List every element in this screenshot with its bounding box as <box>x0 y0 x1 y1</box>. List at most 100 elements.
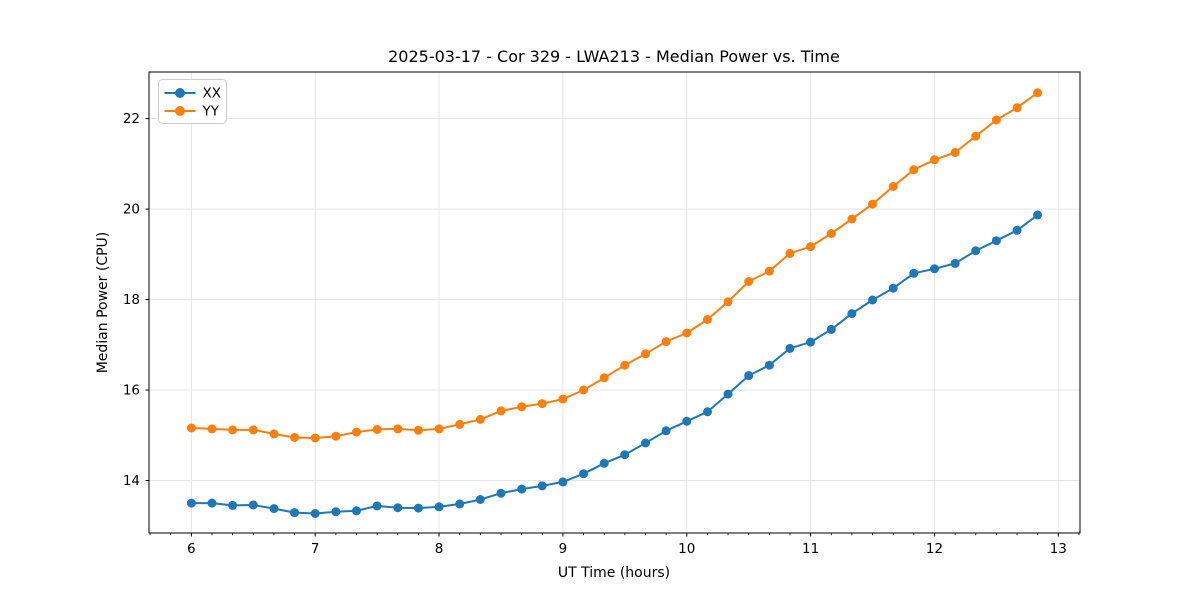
data-point-yy <box>310 433 320 443</box>
data-point-xx <box>888 283 898 293</box>
data-point-xx <box>1033 210 1043 220</box>
data-point-xx <box>455 499 465 509</box>
data-point-xx <box>723 389 733 399</box>
data-point-xx <box>930 264 939 274</box>
legend-marker-xx <box>175 88 185 98</box>
data-point-xx <box>579 469 589 479</box>
data-point-yy <box>290 433 299 442</box>
data-point-yy <box>888 182 898 191</box>
data-point-yy <box>228 425 238 435</box>
data-point-yy <box>517 402 527 412</box>
data-point-yy <box>331 431 341 441</box>
data-point-yy <box>971 131 981 141</box>
x-tick-label: 13 <box>1050 541 1067 557</box>
data-point-yy <box>434 424 444 434</box>
data-point-yy <box>352 427 361 437</box>
legend: XX YY <box>158 79 227 124</box>
data-point-xx <box>517 484 527 494</box>
y-tick-label: 22 <box>123 111 140 127</box>
axes-spines <box>148 71 1081 534</box>
data-point-xx <box>413 503 423 513</box>
data-point-yy <box>537 399 547 409</box>
data-point-yy <box>620 360 630 370</box>
x-axis-label: UT Time (hours) <box>558 565 670 581</box>
data-point-xx <box>558 477 568 487</box>
data-point-xx <box>764 360 774 370</box>
data-point-xx <box>310 509 320 518</box>
data-point-xx <box>826 324 836 334</box>
x-tick-label: 10 <box>678 541 695 557</box>
data-point-xx <box>331 507 341 517</box>
data-point-yy <box>248 425 258 435</box>
data-point-yy <box>847 214 857 224</box>
data-point-yy <box>785 248 795 258</box>
y-tick-label: 14 <box>123 473 140 489</box>
data-point-yy <box>372 424 382 434</box>
data-point-yy <box>806 242 816 252</box>
data-point-yy <box>269 429 279 439</box>
data-point-yy <box>455 419 465 429</box>
data-point-xx <box>207 498 217 508</box>
data-point-xx <box>682 416 692 426</box>
data-point-yy <box>703 315 712 324</box>
data-point-xx <box>744 371 754 381</box>
data-point-xx <box>599 458 609 468</box>
data-series-layer <box>186 88 1043 518</box>
data-point-yy <box>950 148 960 157</box>
data-point-xx <box>269 504 279 514</box>
data-point-xx <box>372 501 382 511</box>
series-xx <box>186 210 1043 518</box>
x-tick-label: 11 <box>802 541 819 557</box>
data-point-xx <box>228 500 238 510</box>
data-point-yy <box>599 373 609 383</box>
data-point-xx <box>537 481 547 491</box>
data-point-xx <box>393 503 403 513</box>
data-point-xx <box>785 343 795 353</box>
chart-title: 2025-03-17 - Cor 329 - LWA213 - Median P… <box>388 47 840 66</box>
series-yy <box>186 88 1043 443</box>
y-tick-label: 18 <box>123 292 140 308</box>
data-point-xx <box>971 246 981 256</box>
data-point-yy <box>1033 88 1043 98</box>
data-point-yy <box>930 155 939 165</box>
data-point-yy <box>744 277 754 286</box>
y-tick-label: 20 <box>123 202 140 218</box>
data-point-yy <box>207 424 217 434</box>
x-tick-label: 8 <box>435 541 444 557</box>
legend-label-xx: XX <box>203 86 222 102</box>
x-tick-label: 12 <box>926 541 943 557</box>
data-point-yy <box>475 414 485 424</box>
data-point-xx <box>248 500 258 510</box>
legend-marker-yy <box>175 106 185 116</box>
series-line-xx <box>190 214 1039 515</box>
data-point-xx <box>496 488 506 498</box>
data-point-yy <box>641 349 650 359</box>
data-point-yy <box>826 229 836 238</box>
data-point-yy <box>579 385 589 395</box>
data-point-xx <box>641 438 650 448</box>
data-point-xx <box>475 495 485 504</box>
y-tick-label: 16 <box>123 383 140 399</box>
data-point-yy <box>496 406 506 416</box>
y-axis-label: Median Power (CPU) <box>95 232 111 374</box>
data-point-xx <box>868 295 877 305</box>
data-point-xx <box>1012 225 1022 235</box>
data-point-xx <box>703 407 712 417</box>
data-point-yy <box>413 425 423 435</box>
data-point-xx <box>434 502 444 512</box>
data-point-yy <box>868 199 877 209</box>
data-point-xx <box>806 337 816 347</box>
data-point-xx <box>186 498 196 508</box>
data-point-xx <box>290 508 299 518</box>
data-point-yy <box>186 423 196 433</box>
data-point-yy <box>991 115 1001 125</box>
data-point-xx <box>661 426 671 436</box>
data-point-xx <box>847 309 857 319</box>
x-tick-label: 7 <box>311 541 320 557</box>
data-point-yy <box>909 165 919 175</box>
series-line-yy <box>190 91 1039 439</box>
data-point-yy <box>764 266 774 276</box>
data-point-yy <box>393 424 403 434</box>
data-point-xx <box>909 268 919 278</box>
